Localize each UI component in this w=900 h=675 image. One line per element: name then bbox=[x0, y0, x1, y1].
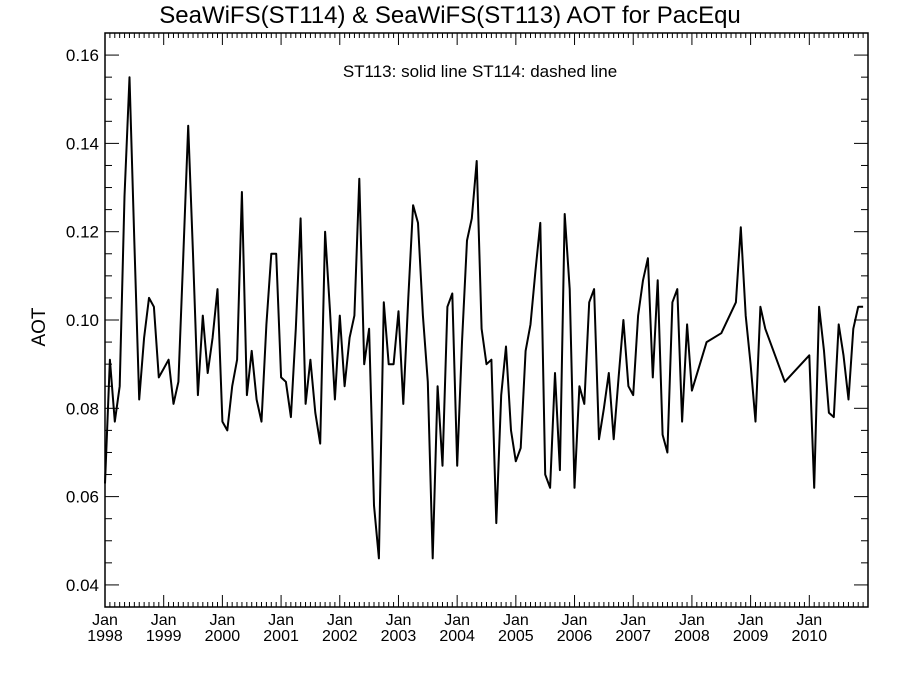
x-tick-label-month: Jan bbox=[92, 612, 118, 629]
x-tick-labels: Jan1998Jan1999Jan2000Jan2001Jan2002Jan20… bbox=[87, 612, 827, 645]
x-tick-label-month: Jan bbox=[268, 612, 294, 629]
x-tick-label-year: 2004 bbox=[439, 628, 475, 645]
x-tick-label-month: Jan bbox=[796, 612, 822, 629]
x-tick-label-month: Jan bbox=[503, 612, 529, 629]
x-tick-label-year: 2001 bbox=[263, 628, 299, 645]
x-tick-label-year: 2007 bbox=[615, 628, 651, 645]
series-layer bbox=[104, 76, 864, 560]
x-tick-label-month: Jan bbox=[386, 612, 412, 629]
x-tick-label-month: Jan bbox=[209, 612, 235, 629]
x-tick-label-month: Jan bbox=[562, 612, 588, 629]
x-tick-label-month: Jan bbox=[151, 612, 177, 629]
x-tick-label-year: 1998 bbox=[87, 628, 123, 645]
y-tick-label: 0.16 bbox=[66, 46, 99, 65]
x-tick-label-year: 2010 bbox=[792, 628, 828, 645]
x-tick-label-year: 2000 bbox=[205, 628, 241, 645]
x-tick-label-year: 2006 bbox=[557, 628, 593, 645]
x-tick-label-year: 2008 bbox=[674, 628, 710, 645]
y-tick-label: 0.08 bbox=[66, 399, 99, 418]
plot-frame bbox=[104, 32, 869, 608]
x-tick-label-year: 2003 bbox=[381, 628, 417, 645]
chart-title: SeaWiFS(ST114) & SeaWiFS(ST113) AOT for … bbox=[159, 2, 741, 29]
y-tick-label: 0.10 bbox=[66, 311, 99, 330]
x-tick-label-month: Jan bbox=[738, 612, 764, 629]
x-tick-label-year: 2005 bbox=[498, 628, 534, 645]
y-tick-labels: 0.04 0.06 0.08 0.10 0.12 0.14 0.16 bbox=[66, 46, 99, 595]
x-tick-label-year: 1999 bbox=[146, 628, 182, 645]
x-tick-label-year: 2002 bbox=[322, 628, 358, 645]
chart-annotation: ST113: solid line ST114: dashed line bbox=[342, 62, 618, 81]
x-tick-label-month: Jan bbox=[444, 612, 470, 629]
y-tick-label: 0.06 bbox=[66, 488, 99, 507]
x-tick-label-month: Jan bbox=[327, 612, 353, 629]
y-tick-label: 0.04 bbox=[66, 576, 99, 595]
x-tick-label-year: 2009 bbox=[733, 628, 769, 645]
x-tick-label-month: Jan bbox=[620, 612, 646, 629]
y-axis-label: AOT bbox=[29, 307, 50, 347]
y-tick-label: 0.14 bbox=[66, 134, 99, 153]
y-tick-label: 0.12 bbox=[66, 223, 99, 242]
x-tick-label-month: Jan bbox=[679, 612, 705, 629]
series-line-solid bbox=[104, 76, 864, 560]
